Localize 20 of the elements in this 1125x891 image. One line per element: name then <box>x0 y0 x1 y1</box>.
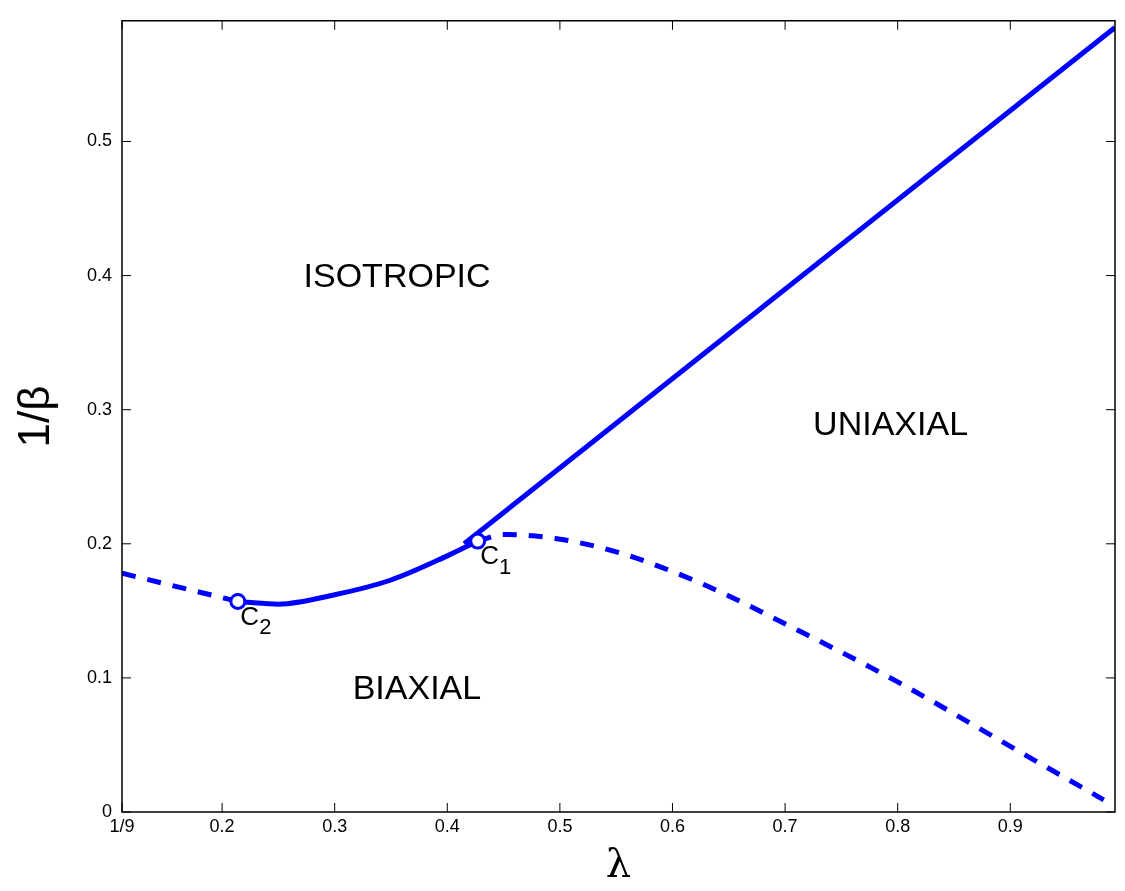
y-axis-title: 1/β <box>8 385 58 448</box>
x-tick-label: 0.4 <box>434 815 460 836</box>
x-tick-label: 0.6 <box>659 815 686 836</box>
annotation: ISOTROPIC <box>303 255 491 294</box>
y-tick-label: 0.1 <box>86 666 112 687</box>
x-tick-label: 0.2 <box>209 815 235 836</box>
x-tick-label: 0.3 <box>322 815 348 836</box>
y-tick-label: 0.5 <box>86 130 112 151</box>
annotation: BIAXIAL <box>352 667 482 706</box>
y-tick-label: 0.2 <box>86 532 112 553</box>
y-tick-label: 0 <box>101 800 112 821</box>
x-tick-label: 0.9 <box>997 815 1023 836</box>
x-tick-label: 1/9 <box>109 815 135 836</box>
x-axis-title: λ <box>605 840 632 887</box>
y-tick-label: 0.4 <box>86 264 112 285</box>
x-tick-label: 0.7 <box>772 815 798 836</box>
y-tick-label: 0.3 <box>86 398 112 419</box>
annotation: UNIAXIAL <box>813 404 969 443</box>
x-tick-label: 0.8 <box>885 815 911 836</box>
x-tick-label: 0.5 <box>547 815 573 836</box>
